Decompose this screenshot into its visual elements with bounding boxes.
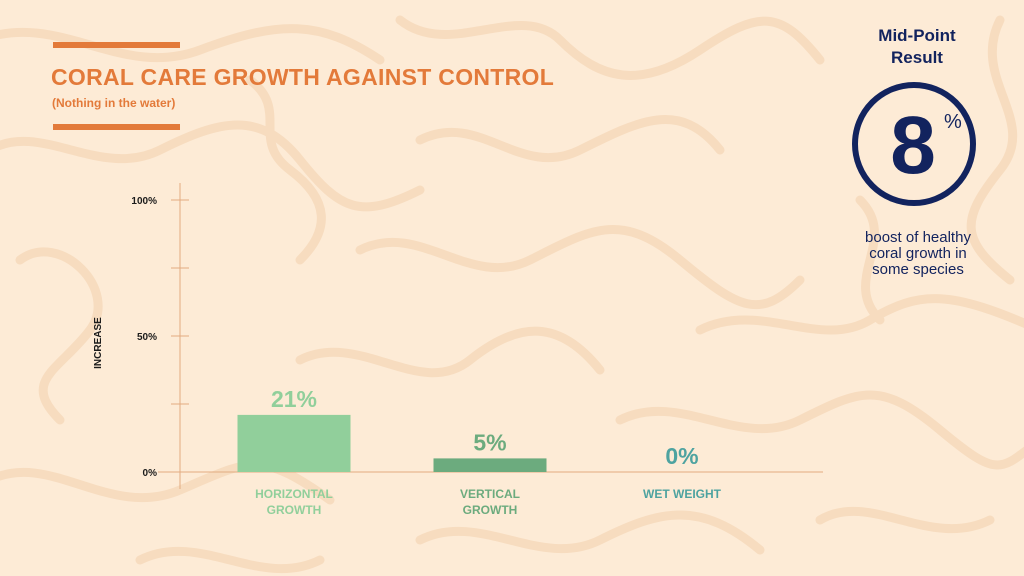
callout-caption-line-2: coral growth in [869,245,967,262]
callout-title-line-2: Result [891,48,943,67]
y-tick-label: 50% [137,332,157,343]
title-rule-top [53,42,180,48]
y-axis-label: INCREASE [93,317,104,369]
y-tick-label: 100% [131,196,157,207]
result-value: 8 [890,100,936,191]
title-rule-bottom [53,124,180,130]
bar-value-label: 5% [473,429,506,455]
bar-value-label: 0% [665,443,698,469]
callout-caption-line-3: some species [872,261,964,278]
y-tick-label: 0% [143,468,158,479]
category-label: VERTICAL [460,487,520,501]
result-ring: 8 % [852,82,976,206]
chart-title: CORAL CARE GROWTH AGAINST CONTROL [51,64,555,90]
category-label: WET WEIGHT [643,487,722,501]
category-label: HORIZONTAL [255,487,333,501]
callout-caption: boost of healthy coral growth in some sp… [838,230,998,278]
bar [237,414,351,472]
callout-caption-line-1: boost of healthy [865,229,971,246]
result-unit: % [944,111,962,133]
bar [433,458,547,472]
chart-subtitle: (Nothing in the water) [52,96,176,110]
category-label: GROWTH [267,503,322,517]
callout-title: Mid-Point Result [852,25,982,69]
callout-title-line-1: Mid-Point [878,26,956,45]
category-label: GROWTH [463,503,518,517]
bar-value-label: 21% [271,386,317,412]
